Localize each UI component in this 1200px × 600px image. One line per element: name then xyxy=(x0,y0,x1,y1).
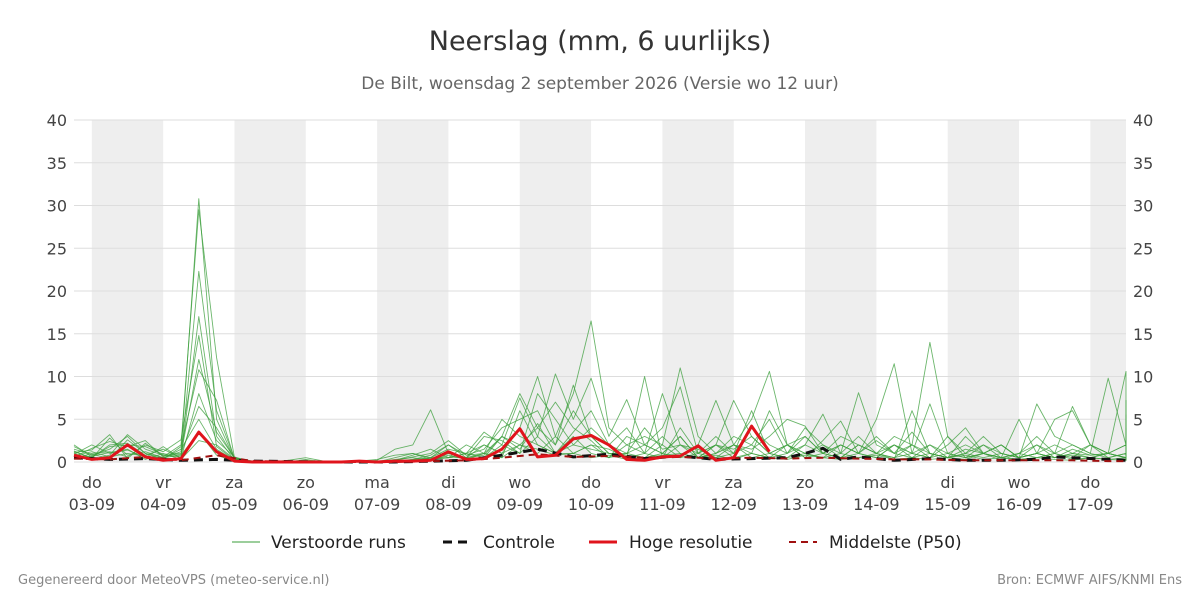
x-tick-day: za xyxy=(725,473,743,492)
x-tick-date: 15-09 xyxy=(924,495,971,514)
x-tick-date: 12-09 xyxy=(710,495,757,514)
x-tick-date: 03-09 xyxy=(69,495,116,514)
y-tick-label-left: 0 xyxy=(57,453,67,472)
x-axis-ticks: do 03-09 vr 04-09 za 05-09 zo 06-09 ma 07-09 di 08-… xyxy=(69,473,1114,514)
y-tick-label-left: 20 xyxy=(47,282,67,301)
y-tick-label-right: 20 xyxy=(1133,282,1153,301)
x-tick-date: 07-09 xyxy=(354,495,401,514)
x-tick-date: 04-09 xyxy=(140,495,187,514)
main-series xyxy=(73,424,1127,464)
y-tick-label-right: 35 xyxy=(1133,154,1153,173)
footer-source: Bron: ECMWF AIFS/KNMI Ens xyxy=(997,573,1182,588)
x-tick-date: 17-09 xyxy=(1067,495,1114,514)
legend-hires-label: Hoge resolutie xyxy=(629,533,753,553)
y-tick-label-right: 0 xyxy=(1133,453,1143,472)
x-tick-day: wo xyxy=(508,473,531,492)
y-tick-label-left: 25 xyxy=(47,239,67,258)
x-tick-day: do xyxy=(581,473,601,492)
x-tick-date: 06-09 xyxy=(283,495,330,514)
y-tick-label-right: 5 xyxy=(1133,410,1143,429)
footer-credit: Gegenereerd door MeteoVPS (meteo-service… xyxy=(18,573,330,588)
x-tick-date: 05-09 xyxy=(211,495,258,514)
y-tick-label-right: 10 xyxy=(1133,368,1153,387)
chart-subtitle: De Bilt, woensdag 2 september 2026 (Vers… xyxy=(361,74,838,94)
x-tick-day: di xyxy=(441,473,456,492)
x-tick-day: do xyxy=(1080,473,1100,492)
y-tick-label-left: 30 xyxy=(47,197,67,216)
x-tick-day: za xyxy=(225,473,243,492)
x-tick-date: 14-09 xyxy=(853,495,900,514)
x-tick-date: 11-09 xyxy=(639,495,686,514)
y-tick-label-right: 25 xyxy=(1133,239,1153,258)
x-tick-date: 10-09 xyxy=(568,495,615,514)
y-tick-label-left: 10 xyxy=(47,368,67,387)
x-tick-day: vr xyxy=(155,473,171,492)
y-tick-label-left: 35 xyxy=(47,154,67,173)
y-tick-label-right: 40 xyxy=(1133,111,1153,130)
x-tick-day: ma xyxy=(364,473,389,492)
x-tick-day: ma xyxy=(864,473,889,492)
legend: Verstoorde runs Controle Hoge resolutie … xyxy=(232,533,962,553)
y-tick-label-left: 40 xyxy=(47,111,67,130)
x-tick-day: zo xyxy=(297,473,315,492)
legend-median-label: Middelste (P50) xyxy=(829,533,962,553)
legend-ensemble-label: Verstoorde runs xyxy=(271,533,406,553)
x-tick-date: 09-09 xyxy=(497,495,544,514)
y-tick-label-right: 15 xyxy=(1133,325,1153,344)
x-tick-day: di xyxy=(940,473,955,492)
x-tick-date: 13-09 xyxy=(782,495,829,514)
legend-control-label: Controle xyxy=(483,533,555,553)
y-tick-label-right: 30 xyxy=(1133,197,1153,216)
y-tick-label-left: 5 xyxy=(57,410,67,429)
y-tick-label-left: 15 xyxy=(47,325,67,344)
x-tick-day: vr xyxy=(654,473,670,492)
x-tick-day: wo xyxy=(1008,473,1031,492)
y-axis-ticks: 0 0 5 5 10 10 15 15 20 20 25 25 30 30 35 35 40 40 xyxy=(47,111,1154,472)
chart-title: Neerslag (mm, 6 uurlijks) xyxy=(429,26,771,57)
x-tick-day: zo xyxy=(796,473,814,492)
series-line-hoge-resolutie xyxy=(73,424,771,464)
x-tick-day: do xyxy=(82,473,102,492)
x-tick-date: 16-09 xyxy=(996,495,1043,514)
x-tick-date: 08-09 xyxy=(425,495,472,514)
